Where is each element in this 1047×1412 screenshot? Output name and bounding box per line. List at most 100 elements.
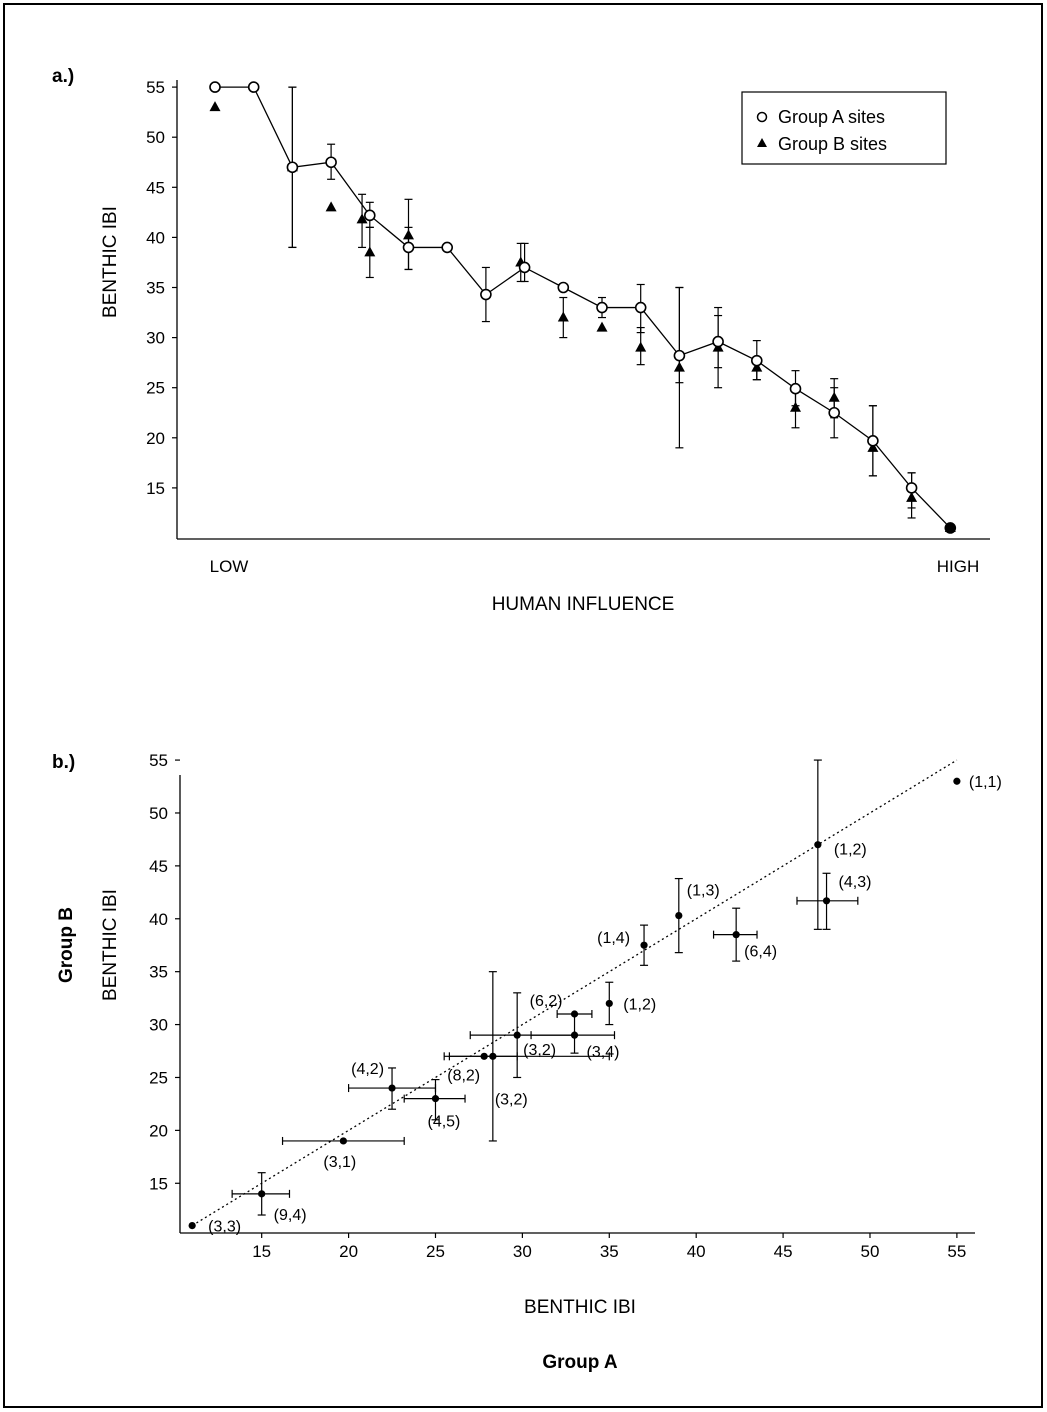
group-b-point bbox=[828, 391, 840, 402]
panel-b-x-axis-label: BENTHIC IBI bbox=[524, 1297, 636, 1318]
scatter-point bbox=[732, 931, 740, 939]
panel-a-marks bbox=[209, 81, 957, 534]
scatter-point-label: (4,2) bbox=[351, 1061, 384, 1078]
group-a-point bbox=[789, 382, 802, 395]
scatter-point-label: (9,4) bbox=[274, 1207, 307, 1224]
group-a-point bbox=[557, 281, 570, 294]
panel-a-x-tick-high: HIGH bbox=[937, 557, 980, 576]
scatter-point-label: (3,2) bbox=[495, 1091, 528, 1108]
panel-b-y-tick-label: 50 bbox=[149, 804, 168, 823]
scatter-point bbox=[814, 841, 822, 849]
group-a-point bbox=[712, 335, 724, 348]
legend-entry-group-a: Group A sites bbox=[778, 107, 885, 127]
panel-a-axes: 15 20 25 30 35 40 45 50 55 bbox=[146, 78, 990, 540]
panel-b-x-group-label: Group A bbox=[542, 1352, 618, 1373]
group-a-point bbox=[402, 241, 415, 254]
panel-b-y-tick-label: 35 bbox=[149, 963, 168, 982]
group-b-point bbox=[356, 213, 368, 224]
panel-b-x-tick-label: 50 bbox=[861, 1242, 880, 1261]
scatter-point bbox=[388, 1084, 396, 1092]
group-a-point bbox=[286, 161, 299, 174]
group-a-point bbox=[518, 261, 531, 274]
scatter-point bbox=[258, 1190, 266, 1198]
panel-b-y-tick-label: 20 bbox=[149, 1121, 168, 1140]
legend-entry-group-b: Group B sites bbox=[778, 134, 887, 154]
panel-b-y-tick-label: 55 bbox=[149, 751, 168, 770]
group-a-point bbox=[867, 435, 879, 447]
scatter-point bbox=[339, 1137, 347, 1145]
panel-b-x-tick-label: 45 bbox=[774, 1242, 793, 1261]
group-b-point bbox=[364, 246, 376, 257]
one-to-one-reference-line bbox=[191, 759, 958, 1227]
scatter-point-label: (4,3) bbox=[839, 874, 872, 891]
panel-b-x-tick-label: 55 bbox=[947, 1242, 966, 1261]
panel-b-x-tick-label: 20 bbox=[339, 1242, 358, 1261]
panel-a-y-tick-label: 35 bbox=[146, 279, 165, 298]
panel-a-x-tick-low: LOW bbox=[210, 557, 249, 576]
panel-b-label: b.) bbox=[52, 752, 75, 773]
panel-a-y-axis-label: BENTHIC IBI bbox=[100, 206, 121, 318]
group-b-point bbox=[751, 361, 763, 372]
group-a-point bbox=[944, 522, 957, 534]
scatter-point-label: (6,4) bbox=[744, 944, 777, 961]
scatter-point bbox=[953, 777, 961, 785]
panel-b-marks: (1,1) (1,2) (4,3) (1,3) (6,4) (1,4) (1,2) (6,2)… bbox=[188, 759, 1002, 1236]
group-a-point bbox=[363, 209, 376, 222]
scatter-point-label: (8,2) bbox=[447, 1067, 480, 1084]
legend-filled-triangle-icon bbox=[757, 138, 767, 147]
scatter-point-label: (1,3) bbox=[687, 883, 720, 900]
group-a-point bbox=[480, 288, 492, 301]
panel-a-y-tick-label: 45 bbox=[146, 178, 165, 197]
scatter-point-label: (3,3) bbox=[208, 1219, 241, 1236]
group-b-point bbox=[403, 229, 414, 240]
group-a-point bbox=[441, 241, 454, 254]
panel-a-x-axis-label: HUMAN INFLUENCE bbox=[492, 594, 675, 615]
scatter-point-label: (1,2) bbox=[834, 842, 867, 859]
group-a-point bbox=[325, 156, 337, 169]
panel-b-axes: 15 20 25 30 35 40 45 50 55 15 20 25 30 35 40 45 50 55 bbox=[149, 751, 975, 1261]
group-a-point bbox=[905, 482, 918, 494]
legend-open-circle-icon bbox=[756, 111, 768, 123]
legend-box bbox=[741, 91, 947, 165]
panel-a-y-tick-label: 50 bbox=[146, 128, 165, 147]
panel-b-x-tick-label: 35 bbox=[600, 1242, 619, 1261]
panel-b-x-tick-label: 15 bbox=[252, 1242, 271, 1261]
panel-a: a.) BENTHIC IBI HUMAN INFLUENCE LOW HIGH… bbox=[52, 66, 990, 615]
group-b-point bbox=[596, 321, 608, 332]
panel-b-y-tick-label: 30 bbox=[149, 1016, 168, 1035]
panel-b-y-tick-label: 25 bbox=[149, 1068, 168, 1087]
panel-b: b.) BENTHIC IBI Group B BENTHIC IBI Grou… bbox=[52, 751, 1002, 1373]
scatter-point-label: (1,2) bbox=[623, 996, 656, 1013]
panel-b-x-tick-label: 25 bbox=[426, 1242, 445, 1261]
panel-a-label: a.) bbox=[52, 66, 74, 87]
group-b-point bbox=[906, 491, 918, 502]
scatter-point bbox=[605, 999, 613, 1008]
panel-a-y-tick-label: 15 bbox=[146, 479, 165, 498]
group-b-point bbox=[557, 311, 569, 322]
scatter-point bbox=[640, 941, 648, 949]
panel-a-y-tick-label: 55 bbox=[146, 78, 165, 97]
scatter-point bbox=[489, 1052, 497, 1060]
group-a-point bbox=[673, 349, 686, 362]
panel-a-y-tick-label: 30 bbox=[146, 329, 165, 348]
panel-b-y-tick-label: 45 bbox=[149, 857, 168, 876]
group-a-point bbox=[247, 81, 260, 93]
scatter-point bbox=[431, 1095, 440, 1103]
panel-b-y-axis-label: BENTHIC IBI bbox=[100, 889, 121, 1001]
group-a-point bbox=[828, 406, 841, 419]
panel-b-y-group-label: Group B bbox=[56, 907, 77, 983]
panel-a-y-tick-label: 20 bbox=[146, 429, 165, 448]
panel-b-y-tick-label: 40 bbox=[149, 910, 168, 929]
panel-a-y-tick-label: 25 bbox=[146, 379, 165, 398]
scatter-point bbox=[822, 897, 831, 905]
figure-frame bbox=[3, 3, 1043, 1408]
group-b-point bbox=[790, 401, 801, 412]
group-b-point bbox=[209, 101, 221, 112]
panel-b-x-tick-label: 30 bbox=[513, 1242, 532, 1261]
scatter-point-label: (3,4) bbox=[587, 1044, 620, 1061]
scatter-point-label: (3,1) bbox=[323, 1154, 356, 1171]
group-a-connecting-line bbox=[215, 86, 951, 529]
group-a-point bbox=[209, 81, 221, 93]
scatter-point-label: (3,2) bbox=[523, 1042, 556, 1059]
group-b-point bbox=[867, 441, 879, 452]
